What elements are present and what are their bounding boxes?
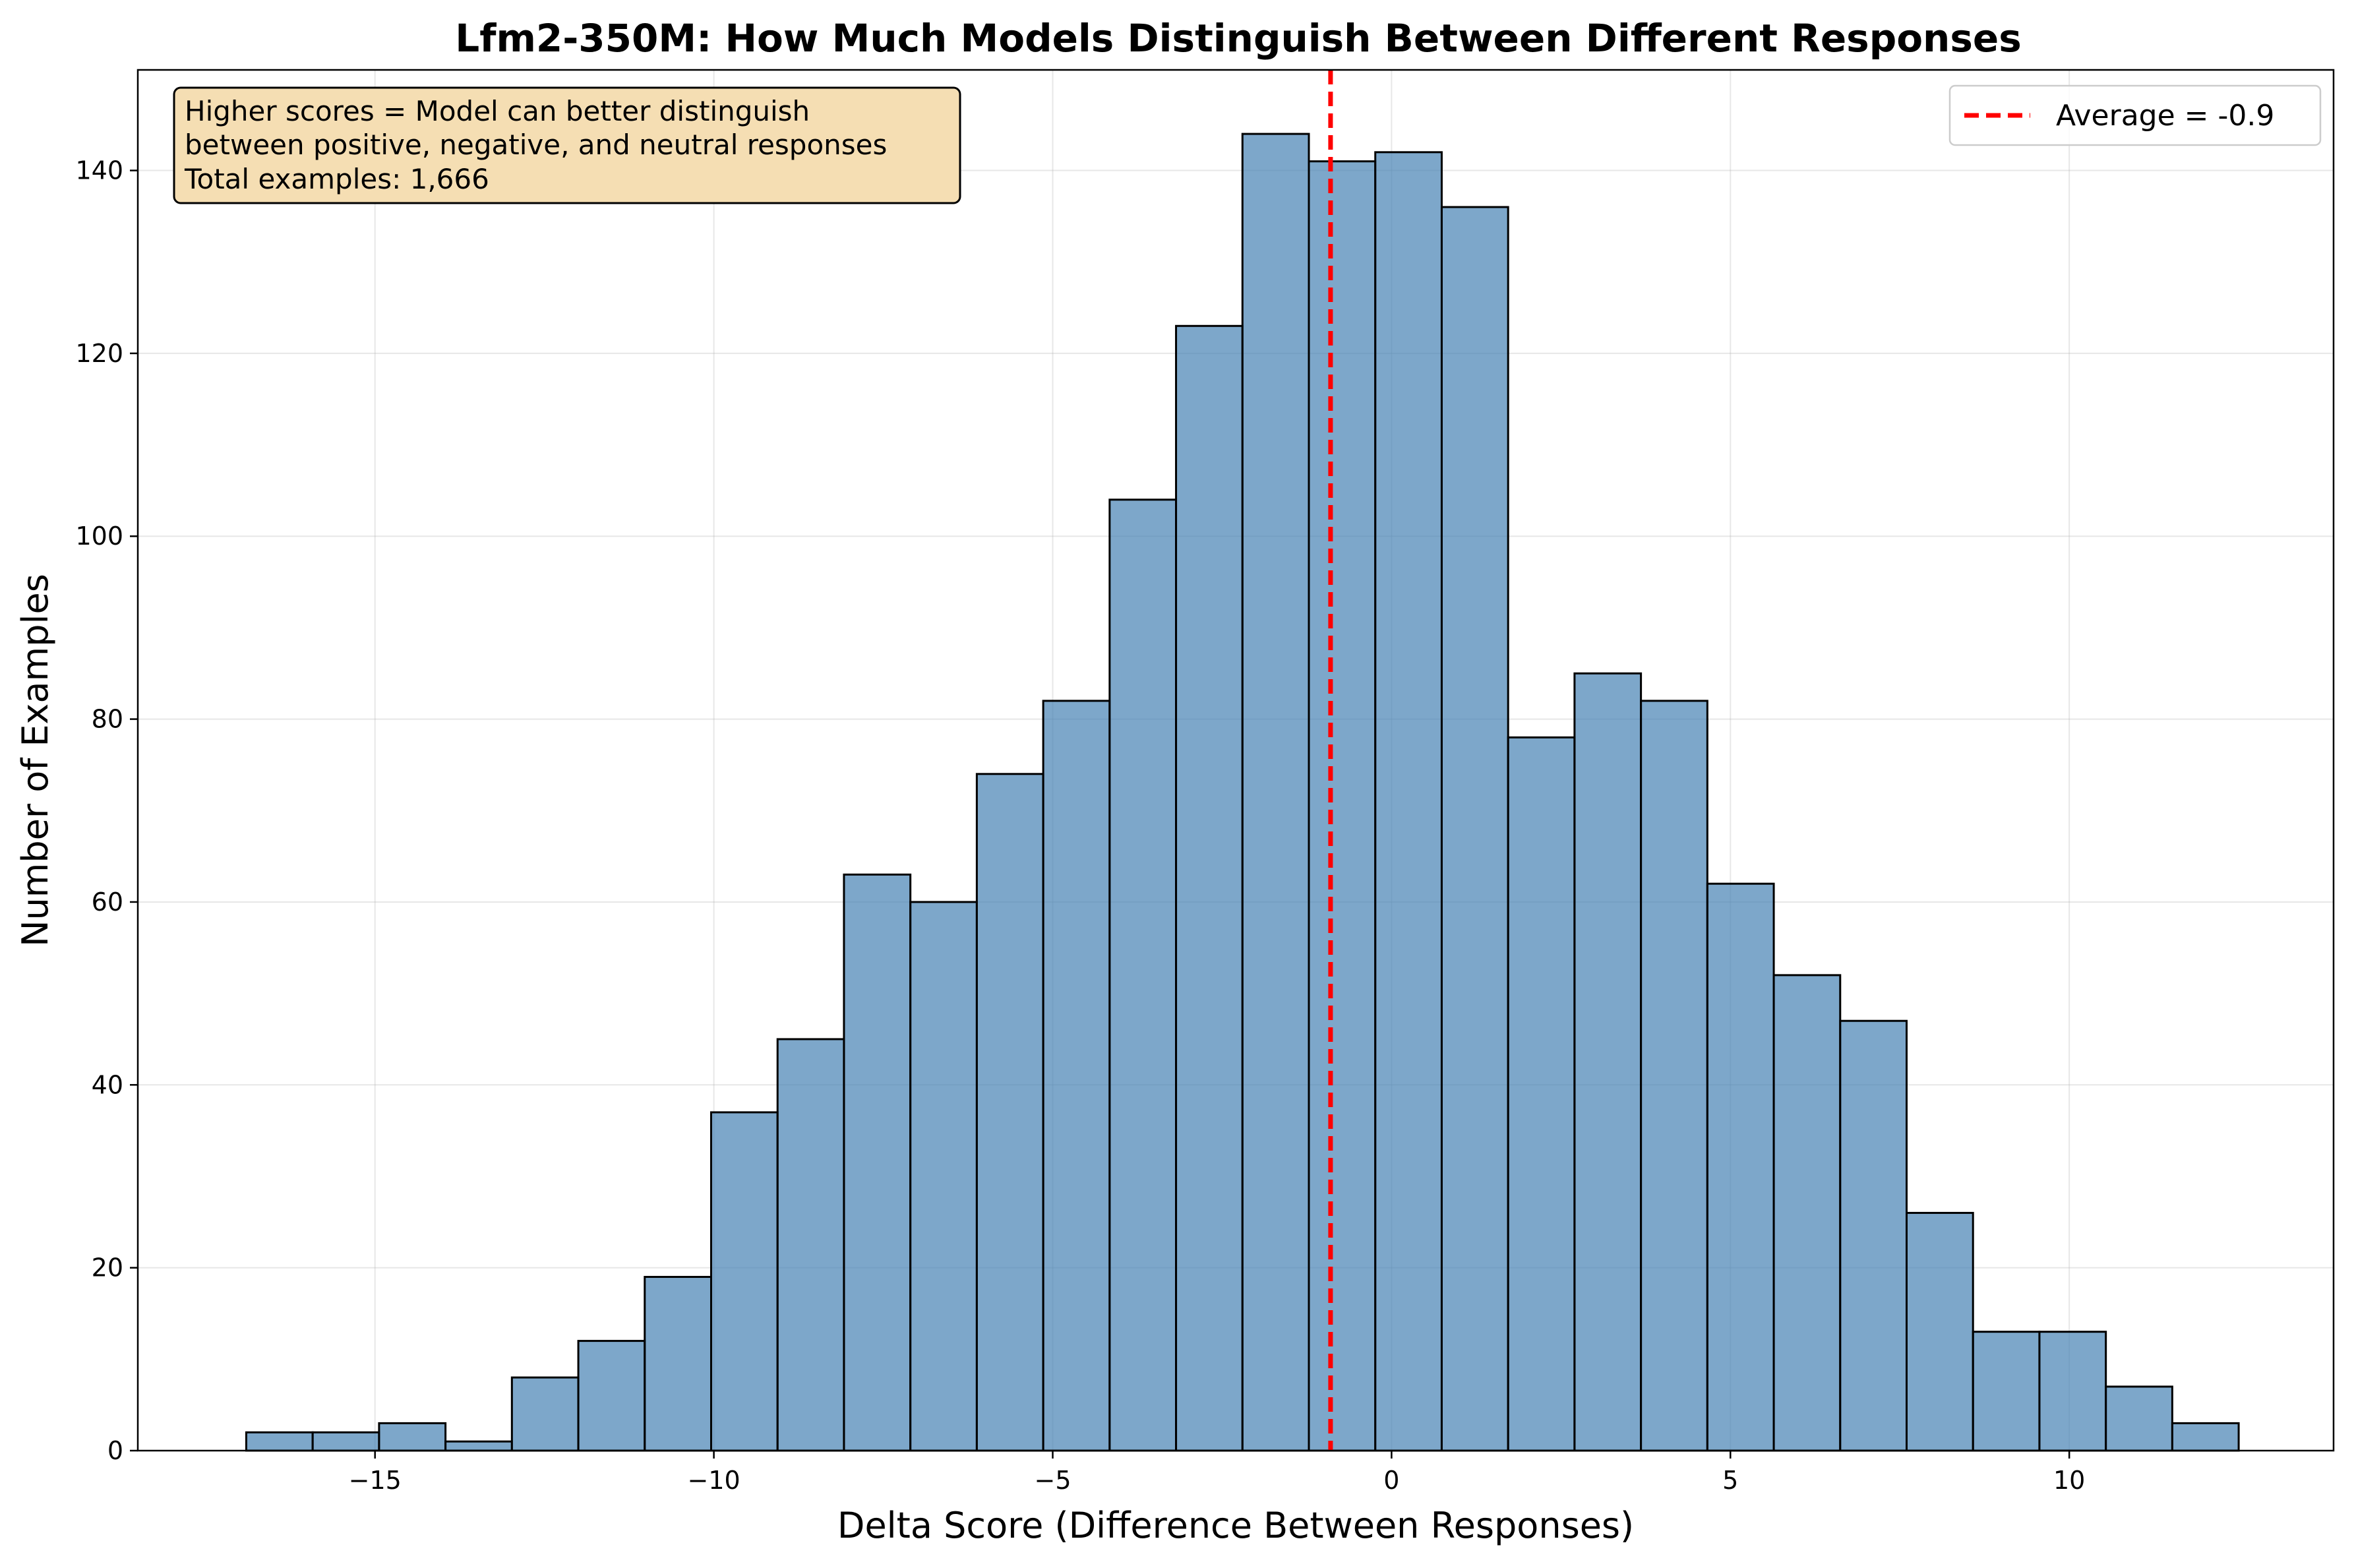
annotation-box: Higher scores = Model can better disting… — [173, 86, 961, 204]
chart-title: Lfm2-350M: How Much Models Distinguish B… — [455, 16, 2021, 61]
histogram-bar-19 — [1507, 736, 1576, 1452]
x-tick-label-4: 5 — [1722, 1466, 1738, 1495]
annotation-box-background — [173, 86, 961, 204]
histogram-bar-8 — [776, 1038, 845, 1452]
y-tick-label-7: 140 — [75, 156, 123, 185]
histogram-bar-15 — [1241, 133, 1310, 1452]
histogram-bar-29 — [2171, 1422, 2240, 1452]
histogram-bar-27 — [2038, 1331, 2107, 1452]
x-axis-ticks: −15 −10 −5 0 5 10 — [349, 1451, 2085, 1495]
y-axis-label: Number of Examples — [15, 574, 56, 947]
y-tick-label-5: 100 — [75, 522, 123, 551]
annotation-line-1: Higher scores = Model can better disting… — [185, 95, 810, 127]
histogram-bar-24 — [1839, 1019, 1908, 1452]
histogram-bar-20 — [1573, 672, 1643, 1452]
histogram-bar-5 — [577, 1340, 646, 1452]
y-tick-label-3: 60 — [92, 888, 123, 917]
histogram-bar-1 — [311, 1431, 380, 1452]
plot-frame — [136, 69, 2335, 1452]
histogram-bar-21 — [1640, 700, 1708, 1452]
histogram-bar-12 — [1042, 700, 1111, 1452]
x-tick-label-5: 10 — [2053, 1466, 2085, 1495]
legend-box — [1948, 84, 2322, 146]
histogram-bars — [245, 133, 2240, 1452]
histogram-bar-2 — [378, 1422, 447, 1452]
histogram-bar-22 — [1706, 882, 1775, 1452]
histogram-bar-16 — [1308, 160, 1377, 1452]
y-tick-label-1: 20 — [92, 1253, 123, 1282]
histogram-bar-18 — [1440, 206, 1509, 1452]
histogram-bar-28 — [2105, 1385, 2173, 1452]
histogram-bar-7 — [710, 1111, 779, 1452]
histogram-bar-3 — [444, 1440, 513, 1452]
y-tick-label-0: 0 — [107, 1436, 123, 1465]
histogram-bar-23 — [1772, 974, 1842, 1452]
histogram-bar-14 — [1175, 324, 1244, 1452]
y-tick-label-2: 40 — [92, 1070, 123, 1099]
histogram-bar-11 — [975, 773, 1044, 1452]
x-tick-label-2: −5 — [1034, 1466, 1071, 1495]
y-axis-ticks: 0 20 40 60 80 100 120 140 — [75, 156, 138, 1465]
histogram-bar-10 — [909, 901, 978, 1452]
histogram-bar-0 — [245, 1431, 314, 1452]
histogram-bar-26 — [1972, 1331, 2041, 1452]
histogram-bar-4 — [510, 1376, 580, 1452]
legend-label: Average = -0.9 — [2056, 99, 2274, 133]
x-tick-label-3: 0 — [1383, 1466, 1399, 1495]
annotation-line-3: Total examples: 1,666 — [184, 163, 489, 195]
histogram-bar-9 — [843, 873, 912, 1452]
x-tick-label-0: −15 — [349, 1466, 402, 1495]
histogram-bar-13 — [1108, 498, 1178, 1452]
histogram-bar-17 — [1374, 151, 1443, 1452]
y-tick-label-6: 120 — [75, 339, 123, 368]
histogram-bar-6 — [644, 1276, 712, 1452]
annotation-line-2: between positive, negative, and neutral … — [185, 129, 887, 161]
y-tick-label-4: 80 — [92, 705, 123, 734]
legend: Average = -0.9 — [1948, 84, 2322, 146]
x-tick-label-1: −10 — [688, 1466, 740, 1495]
histogram-bar-25 — [1906, 1211, 1974, 1452]
x-axis-label: Delta Score (Difference Between Response… — [837, 1505, 1634, 1546]
